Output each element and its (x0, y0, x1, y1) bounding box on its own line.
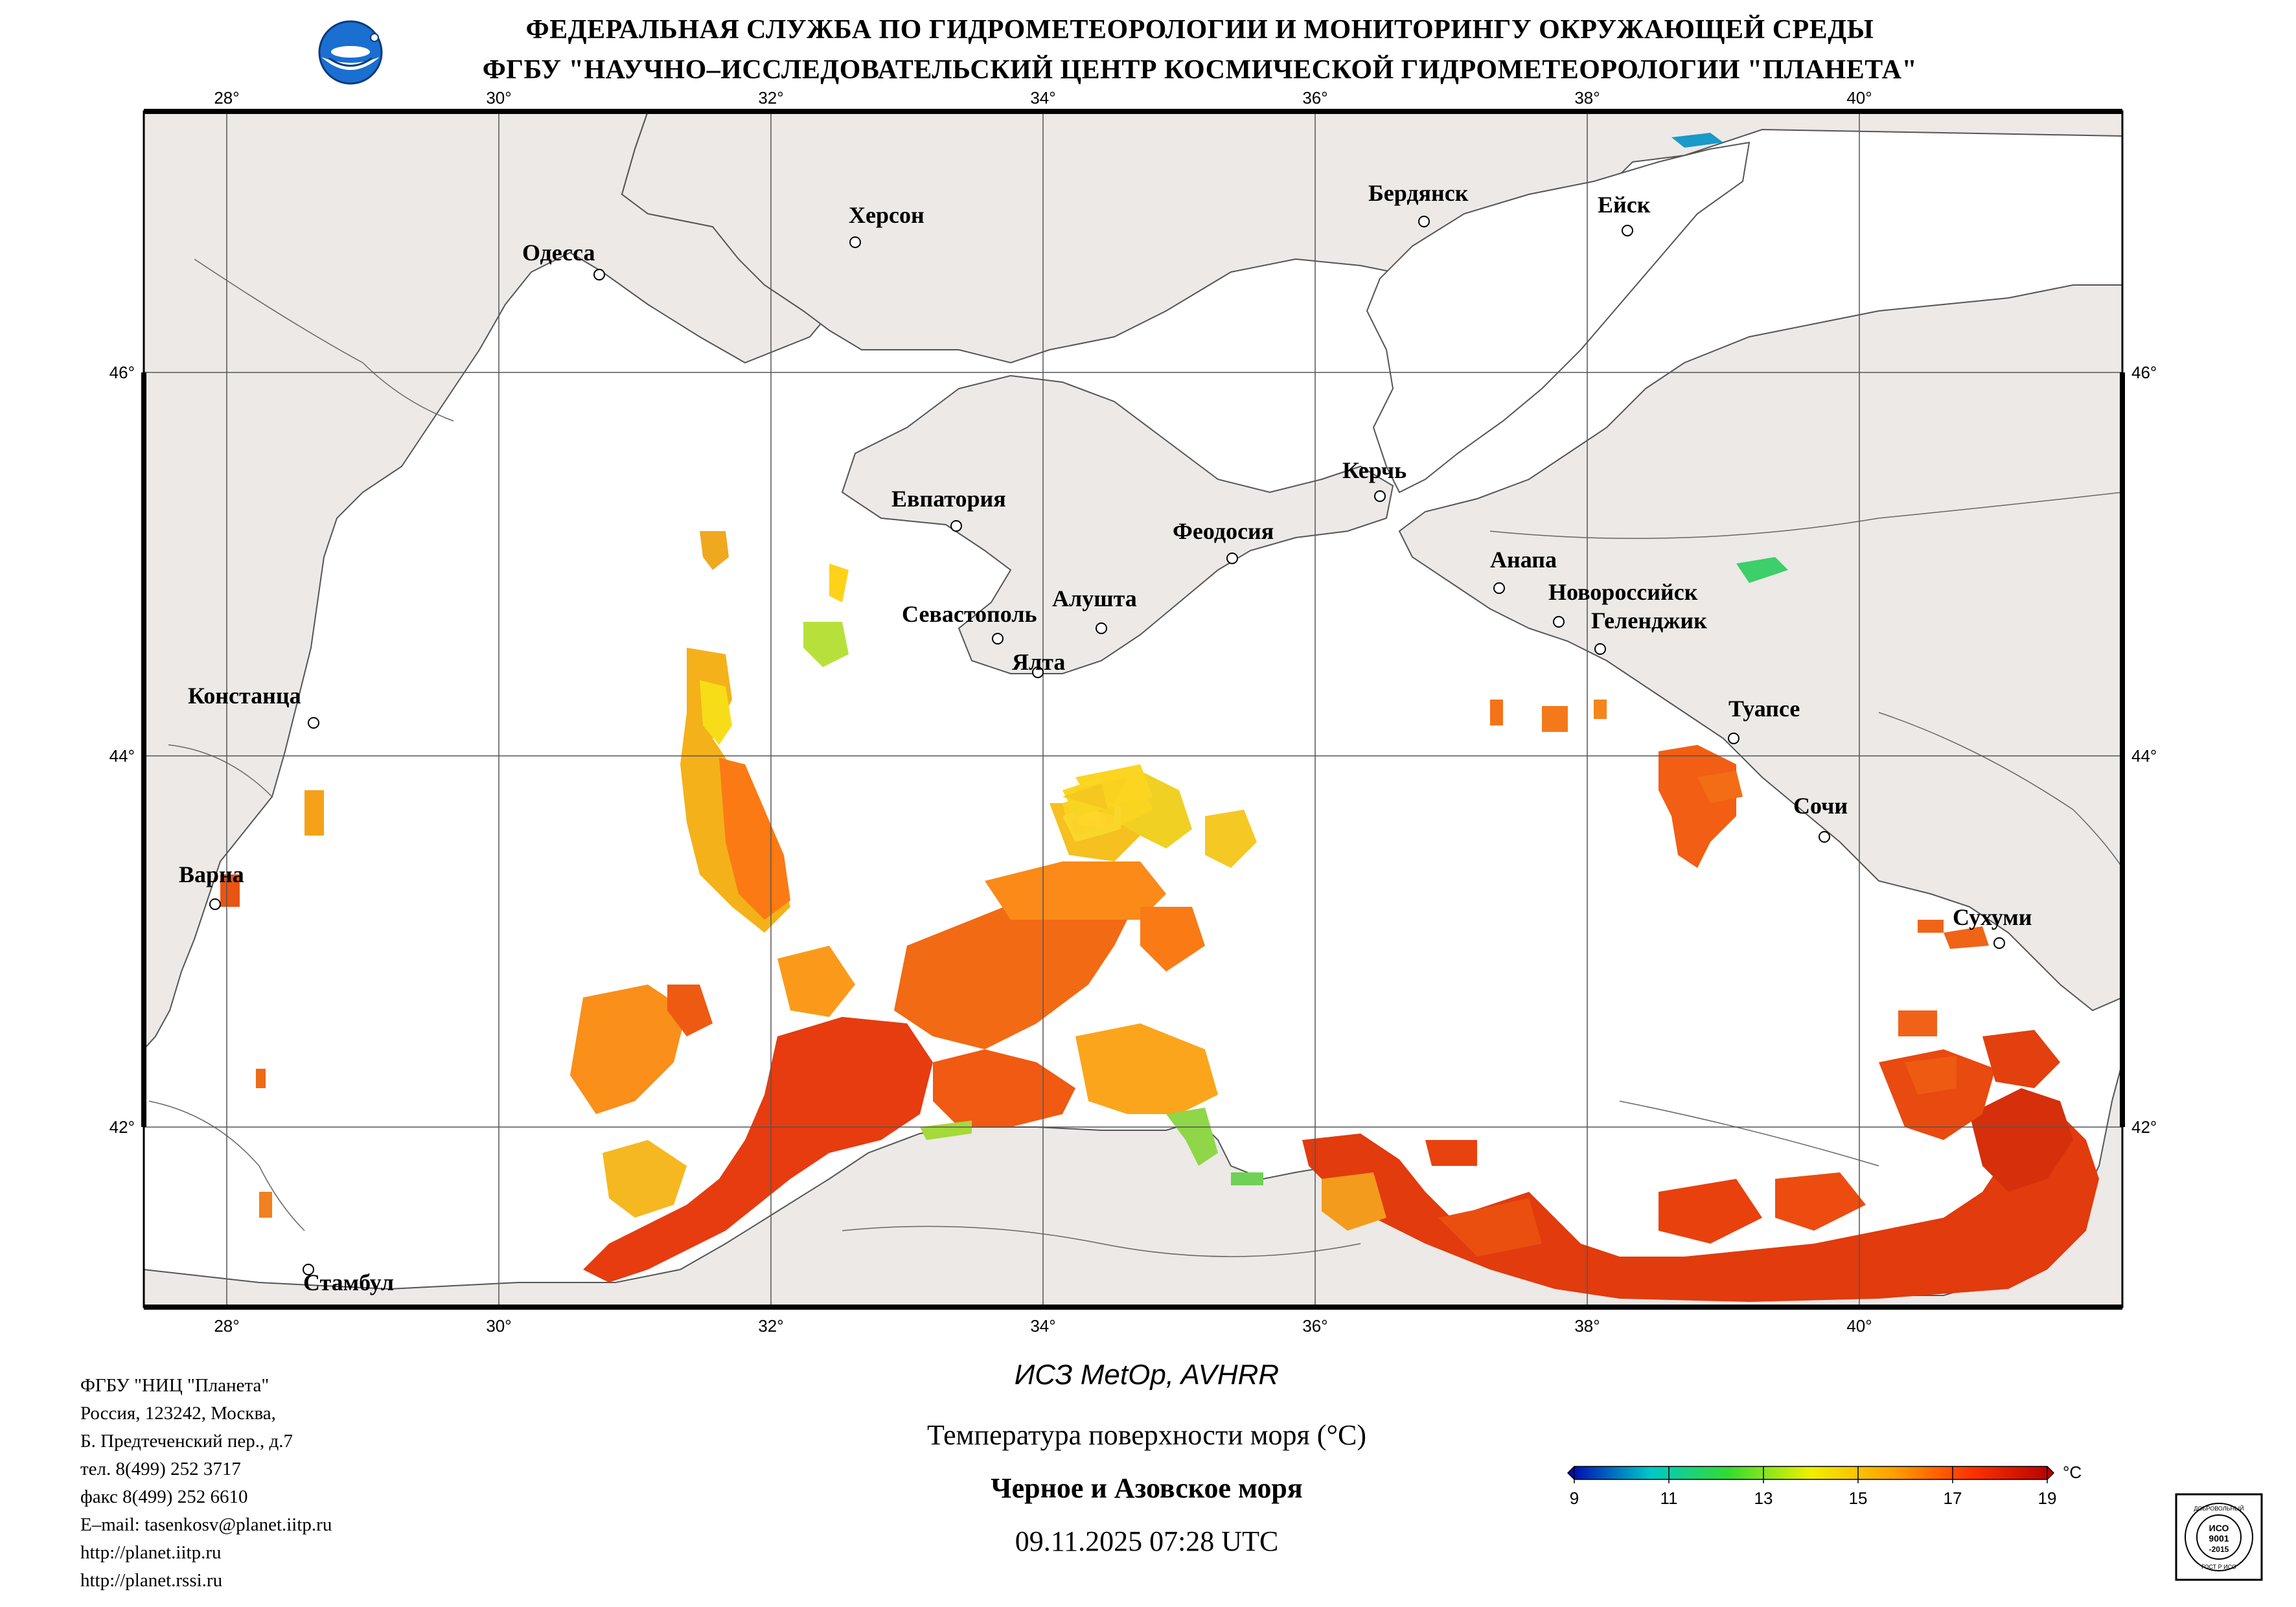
lon-labels-top: 28° 30° 32° 34° 36° 38° 40° (214, 88, 1872, 108)
lon-label-34: 34° (1030, 88, 1055, 108)
lon-label-36: 36° (1302, 88, 1327, 108)
lat-label-44: 44° (109, 746, 135, 766)
svg-text:-2015: -2015 (2209, 1545, 2229, 1554)
city-gelendzhik: Геленджик (1591, 608, 1707, 633)
svg-text:ДОБРОВОЛЬНЫЙ: ДОБРОВОЛЬНЫЙ (2194, 1505, 2244, 1512)
lon-label-30: 30° (486, 88, 511, 108)
org-line: ФГБУ "НИЦ "Планета" (80, 1375, 270, 1396)
colorbar-unit: °C (2063, 1463, 2082, 1482)
svg-text:ГОСТ Р ИСО: ГОСТ Р ИСО (2201, 1564, 2236, 1570)
city-odessa: Одесса (522, 240, 595, 266)
lon-label-40-bottom: 40° (1846, 1316, 1872, 1336)
lat-label-46: 46° (109, 363, 135, 382)
lon-label-28-bottom: 28° (214, 1316, 239, 1336)
city-names: Одесса Херсон Бердянск Ейск Евпатория Ке… (179, 180, 2032, 1295)
lon-label-32-bottom: 32° (758, 1316, 783, 1336)
sst-patches (220, 133, 2099, 1302)
land-east (1398, 284, 2122, 1012)
city-sochi: Сочи (1793, 793, 1848, 819)
city-feodosiya: Феодосия (1173, 518, 1274, 544)
org-line: тел. 8(499) 252 3717 (80, 1459, 241, 1479)
city-kherson: Херсон (849, 202, 924, 228)
city-yevpatoriya: Евпатория (891, 486, 1006, 512)
city-varna: Варна (179, 861, 244, 887)
org-line: http://planet.iitp.ru (80, 1542, 222, 1563)
lon-label-38: 38° (1574, 88, 1600, 108)
planeta-logo (318, 20, 383, 85)
lat-labels: 46° 44° 42° 46° 44° 42° (109, 363, 2157, 1137)
city-sevastopol: Севастополь (902, 601, 1037, 627)
lon-label-40: 40° (1846, 88, 1872, 108)
azov-sea (1366, 141, 1751, 494)
org-line: E–mail: tasenkosv@planet.iitp.ru (80, 1514, 332, 1535)
land-crimea (841, 374, 1394, 674)
temperature-colorbar: 9 11 13 15 17 19 °C (1567, 1463, 2082, 1508)
city-sukhumi: Сухуми (1953, 904, 2032, 930)
city-anapa: Анапа (1490, 547, 1557, 573)
org-line: http://planet.rssi.ru (80, 1570, 223, 1591)
borders (148, 258, 2122, 1257)
colorbar-tick-13: 13 (1754, 1488, 1773, 1508)
lon-label-36-bottom: 36° (1302, 1316, 1327, 1336)
colorbar-tick-19: 19 (2038, 1488, 2057, 1508)
header-line-1: ФЕДЕРАЛЬНАЯ СЛУЖБА ПО ГИДРОМЕТЕОРОЛОГИИ … (525, 15, 1874, 45)
org-line: факс 8(499) 252 6610 (80, 1487, 248, 1507)
lon-labels-bottom: 28° 30° 32° 34° 36° 38° 40° (214, 1316, 1872, 1336)
lon-label-28: 28° (214, 88, 239, 108)
datetime-caption: 09.11.2025 07:28 UTC (1015, 1525, 1279, 1557)
colorbar-tick-11: 11 (1660, 1488, 1678, 1508)
lon-label-34-bottom: 34° (1030, 1316, 1055, 1336)
colorbar-tick-17: 17 (1944, 1488, 1962, 1508)
colorbar-tick-9: 9 (1570, 1488, 1579, 1508)
lat-label-42-right: 42° (2131, 1117, 2157, 1137)
parameter-caption: Температура поверхности моря (°C) (926, 1419, 1367, 1451)
land-north (621, 111, 2122, 364)
city-yalta: Ялта (1012, 649, 1065, 675)
city-alushta: Алушта (1052, 586, 1137, 611)
city-kerch: Керчь (1342, 457, 1406, 483)
land-layer (144, 111, 2122, 1307)
svg-text:9001: 9001 (2209, 1533, 2229, 1544)
lon-label-38-bottom: 38° (1574, 1316, 1600, 1336)
colorbar-gradient (1567, 1466, 2055, 1480)
header-line-2: ФГБУ "НАУЧНО–ИССЛЕДОВАТЕЛЬСКИЙ ЦЕНТР КОС… (482, 55, 1918, 85)
lat-label-42: 42° (109, 1117, 135, 1137)
org-line: Россия, 123242, Москва, (80, 1403, 276, 1424)
city-tuapse: Туапсе (1728, 696, 1800, 722)
lat-label-44-right: 44° (2131, 746, 2157, 766)
lon-label-32: 32° (758, 88, 783, 108)
region-caption: Черное и Азовское моря (991, 1472, 1303, 1504)
city-istanbul: Стамбул (303, 1270, 394, 1295)
svg-text:ИСО: ИСО (2209, 1523, 2229, 1533)
organization-contacts: ФГБУ "НИЦ "Планета" Россия, 123242, Моск… (80, 1372, 332, 1595)
city-berdyansk: Бердянск (1368, 180, 1469, 206)
colorbar-tick-15: 15 (1849, 1488, 1868, 1508)
city-markers (209, 216, 2005, 1275)
graticule (144, 111, 2122, 1307)
org-line: Б. Предтеченский пер., д.7 (80, 1431, 293, 1452)
city-constanta: Констанца (188, 683, 301, 709)
city-yeysk: Ейск (1598, 192, 1651, 218)
iso-certification-badge: ДОБРОВОЛЬНЫЙ ИСО 9001 -2015 ГОСТ Р ИСО (2175, 1493, 2263, 1581)
lon-label-30-bottom: 30° (486, 1316, 511, 1336)
satellite-caption: ИСЗ MetOp, AVHRR (1014, 1359, 1280, 1391)
frame-bars (141, 109, 2125, 1310)
city-novorossiysk: Новороссийск (1548, 579, 1698, 605)
lat-label-46-right: 46° (2131, 363, 2157, 382)
